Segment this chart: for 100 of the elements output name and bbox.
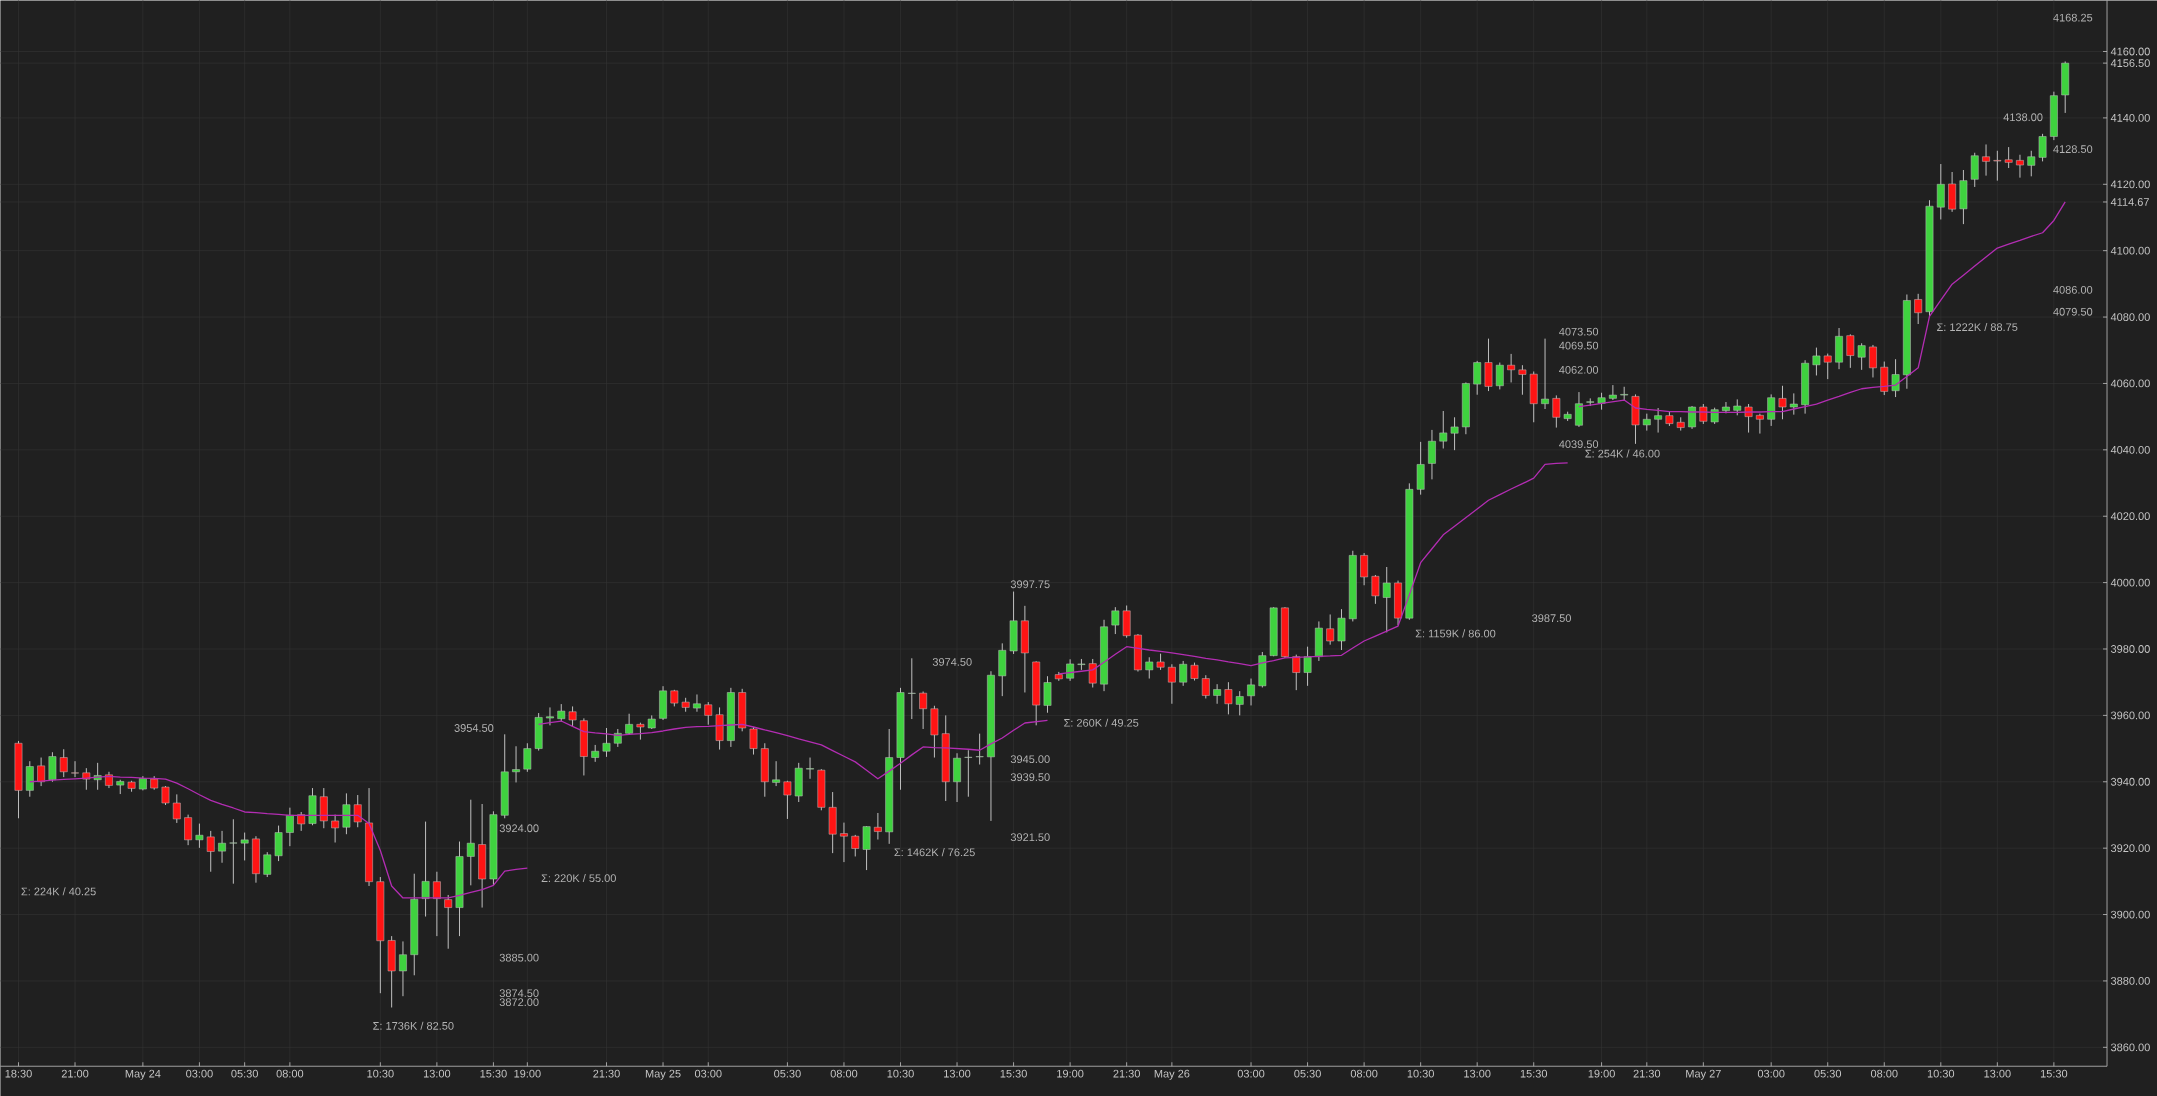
annotation: 4138.00	[2003, 113, 2043, 122]
candlestick	[1371, 574, 1380, 605]
candlestick	[342, 792, 351, 835]
x-tick-label: May 26	[1154, 1069, 1190, 1080]
y-tick-label: 3860.00	[2110, 1043, 2150, 1052]
annotation: Σ: 254K / 46.00	[1585, 449, 1660, 458]
candlestick	[1552, 394, 1561, 428]
y-tick-label: 4000.00	[2110, 578, 2150, 587]
y-tick-label: 3960.00	[2110, 711, 2150, 720]
y-tick-label: 4114.67	[2110, 197, 2149, 206]
x-tick-label: 03:00	[1237, 1069, 1265, 1078]
annotation: 4062.00	[1559, 365, 1599, 374]
y-tick-label: 4120.00	[2110, 180, 2150, 189]
candlestick	[783, 780, 792, 820]
candlestick	[59, 748, 68, 778]
x-tick-label: 18:30	[5, 1069, 32, 1078]
candlestick	[919, 690, 927, 730]
candlestick	[1111, 606, 1120, 635]
candlestick	[286, 807, 294, 847]
annotation: 3945.00	[1010, 755, 1050, 763]
annotation: 3872.00	[499, 998, 539, 1006]
x-tick-label: 21:30	[593, 1069, 620, 1078]
candlestick	[206, 830, 215, 873]
candlestick	[602, 727, 611, 758]
x-tick-label: 13:00	[1464, 1069, 1491, 1078]
y-tick-label: 4060.00	[2110, 379, 2150, 388]
candlestick	[1428, 429, 1436, 480]
candlestick	[433, 871, 441, 937]
candlestick	[421, 820, 430, 917]
candlestick	[1982, 143, 1990, 177]
x-tick-label: 19:00	[1057, 1069, 1084, 1078]
candlestick	[1914, 293, 1923, 325]
candlestick	[1970, 152, 1979, 188]
candlestick	[1201, 674, 1210, 699]
y-tick-label: 3980.00	[2110, 644, 2150, 653]
annotation: 3924.00	[499, 824, 539, 833]
candlestick	[1484, 338, 1493, 392]
candlestick	[546, 706, 554, 726]
x-tick-label: May 24	[125, 1069, 161, 1080]
candlestick	[1337, 608, 1346, 651]
x-tick-label: 08:00	[276, 1069, 304, 1078]
annotation: 3939.50	[1010, 773, 1050, 781]
candlestick	[1518, 364, 1527, 396]
candlestick	[195, 822, 204, 849]
candlestick	[975, 733, 984, 765]
candlestick	[1936, 163, 1945, 220]
candlestick	[953, 752, 961, 803]
candlestick	[1382, 566, 1391, 633]
candlestick	[693, 693, 701, 713]
candlestick	[2016, 154, 2024, 179]
y-tick-label: 4100.00	[2110, 246, 2150, 255]
annotation: 4128.50	[2053, 145, 2093, 153]
candlestick	[772, 760, 780, 787]
x-tick-label: 08:00	[1350, 1069, 1378, 1078]
y-tick-label: 3940.00	[2110, 777, 2150, 786]
candlestick	[1439, 410, 1448, 449]
candlestick	[1507, 353, 1515, 383]
candlestick	[1846, 333, 1855, 369]
candlestick	[1292, 654, 1301, 691]
annotation: 4079.50	[2053, 307, 2093, 316]
x-tick-label: 19:00	[514, 1069, 541, 1078]
candlestick	[1473, 360, 1482, 396]
y-tick-label: 4020.00	[2110, 512, 2150, 521]
x-tick-label: 13:00	[1984, 1069, 2011, 1078]
candlestick	[1789, 392, 1798, 416]
candlestick	[1654, 407, 1662, 433]
candlestick	[1179, 660, 1188, 687]
x-tick-label: 03:00	[186, 1069, 213, 1078]
annotation: 4073.50	[1559, 327, 1599, 336]
candlestick	[274, 824, 283, 862]
annotation: 3921.50	[1010, 833, 1050, 841]
candlestick	[1224, 681, 1233, 715]
annotation: Σ: 1159K / 86.00	[1415, 629, 1496, 638]
y-tick-label: 3900.00	[2110, 910, 2150, 919]
x-tick-label: 10:30	[887, 1069, 914, 1078]
x-tick-label: 21:00	[61, 1069, 89, 1078]
candlestick	[184, 814, 192, 846]
x-tick-label: May 25	[645, 1069, 681, 1080]
annotation: 3954.50	[454, 723, 494, 732]
candlestick	[71, 760, 79, 778]
candlestick	[399, 940, 407, 997]
x-tick-label: 15:30	[480, 1069, 507, 1078]
candlestick	[263, 851, 272, 878]
candlestick	[2004, 146, 2013, 169]
x-tick-label: 15:30	[2040, 1069, 2068, 1078]
annotation: Σ: 1462K / 76.25	[894, 847, 975, 857]
candlestick	[1247, 677, 1255, 706]
candlestick	[1722, 401, 1730, 414]
x-tick-label: 05:30	[1294, 1069, 1321, 1078]
candlestick	[331, 814, 339, 843]
annotation: 4069.50	[1559, 341, 1599, 350]
x-tick-label: 19:00	[1588, 1069, 1615, 1078]
y-tick-label: 4080.00	[2110, 313, 2150, 321]
candlestick	[523, 742, 532, 773]
candlestick	[840, 821, 848, 863]
y-tick-label: 4040.00	[2110, 445, 2150, 454]
candlestick	[851, 834, 860, 857]
x-tick-label: 05:30	[231, 1069, 258, 1078]
candlestick	[862, 825, 871, 871]
x-tick-label: May 27	[1686, 1069, 1721, 1080]
